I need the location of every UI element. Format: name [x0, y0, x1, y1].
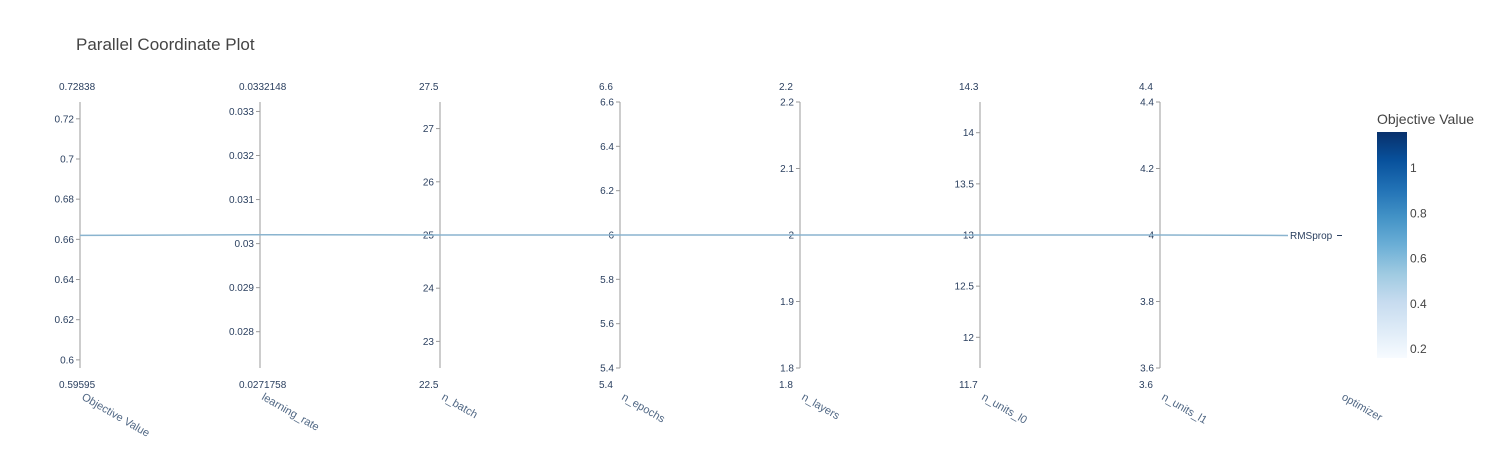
axis-n-units-l0[interactable]: 12 12.5 13 13.5 14 14.3 11.7n_units_l0: [955, 82, 1029, 427]
axis-min-label: 0.59595: [59, 380, 96, 391]
axis-tick-label: 0.72: [55, 114, 75, 125]
axis-tick-label: 12: [963, 333, 975, 344]
axis-optimizer[interactable]: RMSprop optimizer: [1290, 231, 1384, 424]
axis-tick-label: 0.62: [55, 315, 75, 326]
colorbar-title: Objective Value: [1377, 111, 1474, 127]
axis-tick-label: 0.68: [55, 195, 75, 206]
axis-max-label: 27.5: [419, 82, 439, 93]
axis-tick-label: 26: [423, 177, 435, 188]
axis-tick-label: 5.8: [600, 275, 614, 286]
colorbar-tick-label: 0.4: [1410, 297, 1427, 311]
axis-max-label: 0.72838: [59, 82, 96, 93]
axis-max-label: 0.0332148: [239, 82, 287, 93]
axis-title: n_layers: [800, 391, 842, 422]
colorbar-tick-label: 0.6: [1410, 252, 1427, 266]
axis-n-epochs[interactable]: 5.4 5.6 5.8 6 6.2 6.4 6.6 6.6 5.4 n_epochs: [599, 82, 667, 426]
axis-title: learning_rate: [260, 391, 322, 434]
axis-tick-label: 1.9: [780, 297, 794, 308]
axis-n-layers[interactable]: 1.8 1.9 2 2.1 2.2 2.2 1.8 n_layers: [779, 82, 842, 423]
colorbar-tick-label: 0.2: [1410, 342, 1427, 356]
axis-title: n_units_l1: [1160, 391, 1209, 426]
axis-tick-label: 0.031: [229, 195, 254, 206]
axis-tick-label: 5.6: [600, 319, 614, 330]
chart-title: Parallel Coordinate Plot: [76, 35, 255, 54]
axis-tick-label: 0.7: [60, 155, 74, 166]
axis-tick-label: 0.03: [235, 239, 255, 250]
axis-max-label: 6.6: [599, 82, 613, 93]
axis-tick-label: 6.2: [600, 186, 614, 197]
axis-title: n_epochs: [620, 391, 668, 425]
axis-min-label: 22.5: [419, 380, 439, 391]
axis-tick-label: 0.032: [229, 151, 254, 162]
axis-max-label: 14.3: [959, 82, 979, 93]
axis-tick-label: 0.6: [60, 355, 74, 366]
axis-tick-label: 0.033: [229, 107, 254, 118]
axis-title: optimizer: [1340, 391, 1385, 424]
axis-tick-label: 13: [963, 231, 975, 242]
axes-layer: 0.6 0.62 0.64 0.66 0.68 0.7 0.72 0.72838 0.59595…: [55, 82, 1385, 440]
axis-tick-label: 1.8: [780, 364, 794, 375]
optimizer-category-label: RMSprop: [1290, 231, 1333, 242]
axis-tick-label: 6: [608, 231, 614, 242]
axis-tick-label: 5.4: [600, 364, 614, 375]
colorbar-tick-label: 0.8: [1410, 206, 1427, 220]
axis-min-label: 5.4: [599, 380, 613, 391]
axis-title: n_units_l0: [980, 391, 1029, 426]
axis-tick-label: 12.5: [955, 282, 975, 293]
axis-min-label: 11.7: [959, 380, 978, 391]
axis-n-units-l1[interactable]: 3.6 3.8 4 4.2 4.4 4.4 3.6 n_units_l1: [1139, 82, 1209, 427]
colorbar-gradient: [1377, 132, 1407, 358]
axis-min-label: 0.0271758: [239, 380, 287, 391]
axis-tick-label: 13.5: [955, 179, 975, 190]
axis-tick-label: 2: [788, 231, 794, 242]
axis-tick-label: 3.8: [1140, 297, 1154, 308]
axis-tick-label: 2.1: [780, 164, 794, 175]
axis-title: Objective Value: [80, 391, 152, 440]
axis-tick-label: 14: [963, 128, 975, 139]
colorbar-ticks: 0.2 0.4 0.6 0.8 1: [1410, 161, 1427, 356]
axis-tick-label: 4.4: [1140, 98, 1154, 109]
axis-tick-label: 27: [423, 124, 435, 135]
axis-max-label: 4.4: [1139, 82, 1153, 93]
trial-line[interactable]: [79, 234, 1289, 237]
axis-title: n_batch: [440, 391, 480, 421]
data-lines-layer: [79, 234, 1289, 237]
colorbar: Objective Value 0.2 0.4 0.6 0.8 1: [1377, 111, 1474, 358]
axis-tick-label: 4.2: [1140, 164, 1154, 175]
axis-tick-label: 2.2: [780, 98, 794, 109]
axis-tick-label: 0.66: [55, 235, 75, 246]
axis-tick-label: 23: [423, 337, 435, 348]
axis-min-label: 1.8: [779, 380, 793, 391]
axis-learning-rate[interactable]: 0.028 0.029 0.03 0.031 0.032 0.033 0.0332148 0.…: [229, 82, 321, 434]
axis-tick-label: 3.6: [1140, 364, 1154, 375]
axis-tick-label: 6.6: [600, 98, 614, 109]
axis-tick-label: 25: [423, 231, 435, 242]
axis-tick-label: 0.028: [229, 327, 254, 338]
axis-tick-label: 0.64: [55, 275, 75, 286]
axis-min-label: 3.6: [1139, 380, 1153, 391]
axis-max-label: 2.2: [779, 82, 793, 93]
axis-tick-label: 6.4: [600, 142, 614, 153]
colorbar-tick-label: 1: [1410, 161, 1417, 175]
axis-objective-value[interactable]: 0.6 0.62 0.64 0.66 0.68 0.7 0.72 0.72838 0.59595…: [55, 82, 152, 440]
axis-tick-label: 4: [1148, 231, 1154, 242]
axis-tick-label: 24: [423, 284, 435, 295]
axis-tick-label: 0.029: [229, 283, 254, 294]
axis-n-batch[interactable]: 23 24 25 26 27 27.5 22.5n_batch: [419, 82, 479, 421]
